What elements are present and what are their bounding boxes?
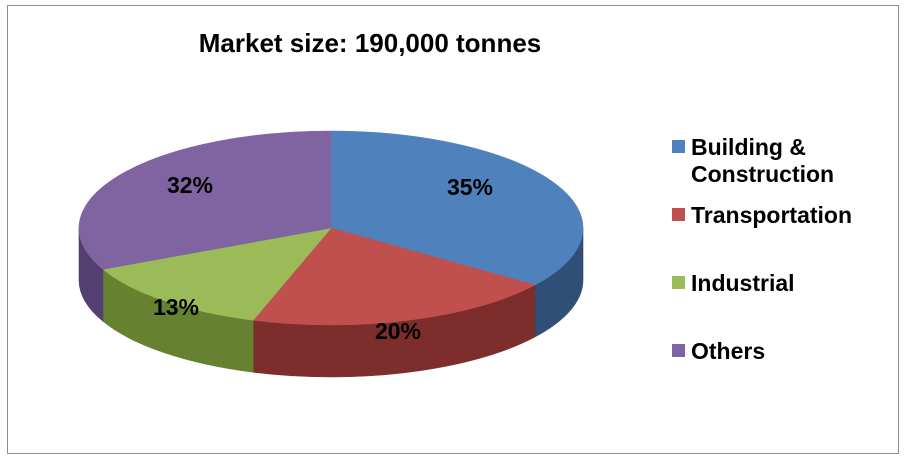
slice-transportation-label: 20% <box>375 318 421 344</box>
legend-item-building-construction: Building & Construction <box>672 134 881 188</box>
legend-label-building-construction: Building & Construction <box>691 134 835 187</box>
slice-others <box>78 130 332 270</box>
chart-title: Market size: 190,000 tonnes <box>198 28 542 58</box>
slice-transportation <box>252 227 536 326</box>
legend-swatch-industrial <box>672 276 685 289</box>
legend-item-transportation: Transportation <box>672 202 881 229</box>
slice-industrial <box>102 227 332 321</box>
legend-swatch-building-construction <box>672 140 685 153</box>
legend-swatch-transportation <box>672 208 685 221</box>
slice-industrial-label: 13% <box>153 294 199 320</box>
slice-others-label: 32% <box>167 172 213 198</box>
slice-building-construction <box>330 130 584 286</box>
legend-item-industrial: Industrial <box>672 270 881 297</box>
legend-item-others: Others <box>672 338 881 365</box>
legend-swatch-others <box>672 344 685 357</box>
legend-label-industrial: Industrial <box>691 270 795 296</box>
legend-label-transportation: Transportation <box>691 202 853 228</box>
legend-label-others: Others <box>691 338 766 364</box>
slice-building-construction-label: 35% <box>447 174 493 200</box>
